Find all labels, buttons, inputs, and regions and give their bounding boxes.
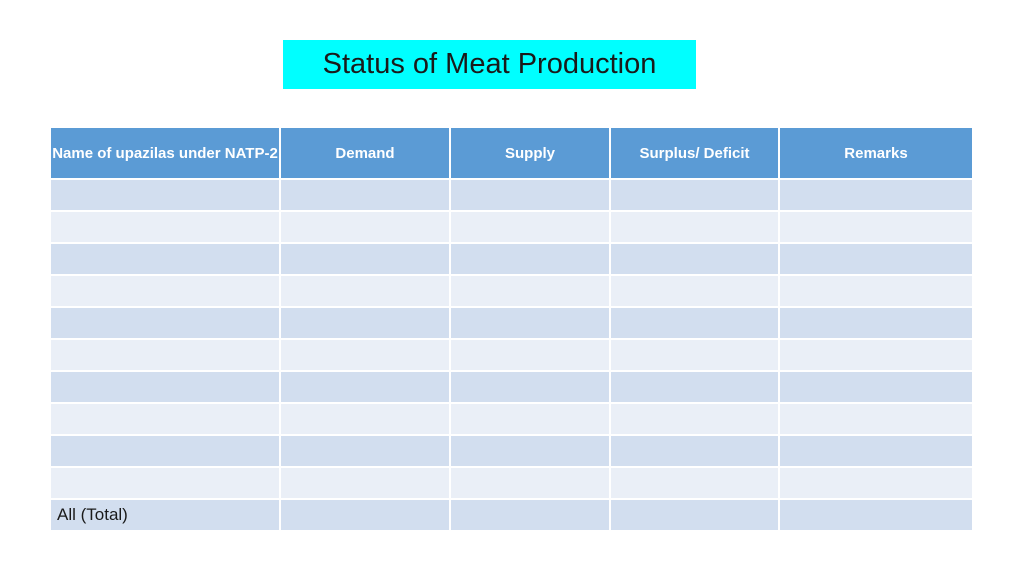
- cell-surplus-deficit: [609, 306, 780, 340]
- cell-upazila-name: All (Total): [49, 498, 281, 532]
- cell-demand: [279, 274, 451, 308]
- cell-demand: [279, 178, 451, 212]
- title-box: Status of Meat Production: [283, 40, 696, 89]
- cell-upazila-name: [49, 210, 281, 244]
- cell-remarks: [778, 498, 974, 532]
- cell-supply: [449, 434, 611, 468]
- slide-title: Status of Meat Production: [322, 48, 657, 80]
- table-row: [49, 402, 974, 436]
- table-header-row: Name of upazilas under NATP-2 Demand Sup…: [49, 126, 974, 180]
- table-body: All (Total): [49, 178, 974, 532]
- cell-supply: [449, 274, 611, 308]
- cell-supply: [449, 210, 611, 244]
- table-row: [49, 434, 974, 468]
- header-supply: Supply: [449, 126, 611, 180]
- cell-supply: [449, 466, 611, 500]
- cell-upazila-name: [49, 370, 281, 404]
- cell-surplus-deficit: [609, 498, 780, 532]
- cell-surplus-deficit: [609, 178, 780, 212]
- cell-demand: [279, 498, 451, 532]
- cell-supply: [449, 242, 611, 276]
- cell-remarks: [778, 370, 974, 404]
- table-row: [49, 178, 974, 212]
- cell-supply: [449, 402, 611, 436]
- cell-supply: [449, 370, 611, 404]
- header-surplus-deficit: Surplus/ Deficit: [609, 126, 780, 180]
- meat-production-table: Name of upazilas under NATP-2 Demand Sup…: [49, 126, 974, 532]
- cell-remarks: [778, 466, 974, 500]
- cell-remarks: [778, 242, 974, 276]
- cell-demand: [279, 210, 451, 244]
- cell-demand: [279, 242, 451, 276]
- cell-surplus-deficit: [609, 274, 780, 308]
- cell-remarks: [778, 306, 974, 340]
- table-row: [49, 306, 974, 340]
- table-row: [49, 466, 974, 500]
- cell-remarks: [778, 178, 974, 212]
- cell-remarks: [778, 210, 974, 244]
- table-row: [49, 242, 974, 276]
- cell-remarks: [778, 274, 974, 308]
- cell-upazila-name: [49, 402, 281, 436]
- cell-remarks: [778, 338, 974, 372]
- cell-supply: [449, 498, 611, 532]
- cell-surplus-deficit: [609, 210, 780, 244]
- cell-demand: [279, 434, 451, 468]
- table-row: [49, 338, 974, 372]
- cell-surplus-deficit: [609, 242, 780, 276]
- cell-surplus-deficit: [609, 434, 780, 468]
- cell-supply: [449, 178, 611, 212]
- cell-upazila-name: [49, 466, 281, 500]
- header-remarks: Remarks: [778, 126, 974, 180]
- table-row: [49, 370, 974, 404]
- cell-upazila-name: [49, 434, 281, 468]
- cell-surplus-deficit: [609, 338, 780, 372]
- cell-demand: [279, 466, 451, 500]
- total-row: All (Total): [49, 498, 974, 532]
- cell-upazila-name: [49, 242, 281, 276]
- cell-demand: [279, 370, 451, 404]
- cell-demand: [279, 306, 451, 340]
- cell-upazila-name: [49, 306, 281, 340]
- cell-upazila-name: [49, 178, 281, 212]
- cell-remarks: [778, 434, 974, 468]
- table-row: [49, 274, 974, 308]
- cell-upazila-name: [49, 274, 281, 308]
- cell-supply: [449, 306, 611, 340]
- cell-surplus-deficit: [609, 466, 780, 500]
- cell-demand: [279, 402, 451, 436]
- cell-demand: [279, 338, 451, 372]
- cell-supply: [449, 338, 611, 372]
- header-upazila-name: Name of upazilas under NATP-2: [49, 126, 281, 180]
- header-demand: Demand: [279, 126, 451, 180]
- cell-remarks: [778, 402, 974, 436]
- table-row: [49, 210, 974, 244]
- cell-surplus-deficit: [609, 402, 780, 436]
- cell-surplus-deficit: [609, 370, 780, 404]
- cell-upazila-name: [49, 338, 281, 372]
